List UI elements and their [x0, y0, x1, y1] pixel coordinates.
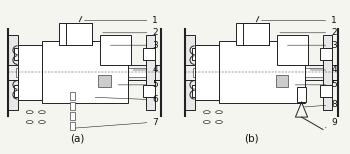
- Text: 5: 5: [118, 80, 158, 89]
- Bar: [320, 48, 332, 60]
- Bar: [8, 35, 18, 110]
- Bar: [8, 65, 161, 80]
- Bar: [98, 75, 111, 87]
- Text: 3: 3: [110, 41, 158, 50]
- Bar: [18, 45, 42, 100]
- Bar: [42, 41, 127, 103]
- Bar: [70, 112, 75, 120]
- Text: (a): (a): [71, 134, 85, 144]
- Text: 6: 6: [95, 95, 158, 104]
- Bar: [14, 48, 27, 60]
- Bar: [186, 35, 195, 110]
- Circle shape: [26, 121, 33, 124]
- Bar: [277, 35, 308, 65]
- Bar: [193, 67, 330, 77]
- Circle shape: [203, 121, 210, 124]
- Text: 1: 1: [261, 16, 337, 25]
- Bar: [70, 92, 75, 100]
- Text: (b): (b): [244, 134, 259, 144]
- Bar: [236, 23, 270, 45]
- Circle shape: [216, 121, 222, 124]
- Circle shape: [216, 111, 222, 114]
- Circle shape: [38, 121, 45, 124]
- Text: 4: 4: [310, 65, 337, 75]
- Text: 2: 2: [280, 28, 337, 37]
- Text: 1: 1: [84, 16, 158, 25]
- Bar: [70, 122, 75, 130]
- Text: 5: 5: [295, 80, 337, 89]
- Bar: [59, 23, 92, 45]
- Text: 2: 2: [103, 28, 158, 37]
- Bar: [146, 35, 155, 110]
- Bar: [323, 35, 332, 110]
- Bar: [320, 85, 332, 97]
- Circle shape: [26, 111, 33, 114]
- Bar: [186, 65, 338, 80]
- Bar: [143, 48, 155, 60]
- Bar: [100, 35, 131, 65]
- Text: 4: 4: [133, 65, 158, 75]
- Bar: [14, 85, 27, 97]
- Bar: [70, 102, 75, 110]
- Bar: [191, 48, 204, 60]
- Bar: [275, 75, 288, 87]
- Text: 7: 7: [75, 118, 158, 128]
- Bar: [16, 67, 153, 77]
- Circle shape: [203, 111, 210, 114]
- Circle shape: [38, 111, 45, 114]
- Bar: [297, 87, 306, 102]
- Text: 3: 3: [287, 41, 337, 50]
- Bar: [219, 41, 304, 103]
- Text: 8: 8: [304, 100, 337, 109]
- Text: 9: 9: [325, 118, 337, 128]
- Bar: [191, 85, 204, 97]
- Bar: [195, 45, 219, 100]
- Bar: [143, 85, 155, 97]
